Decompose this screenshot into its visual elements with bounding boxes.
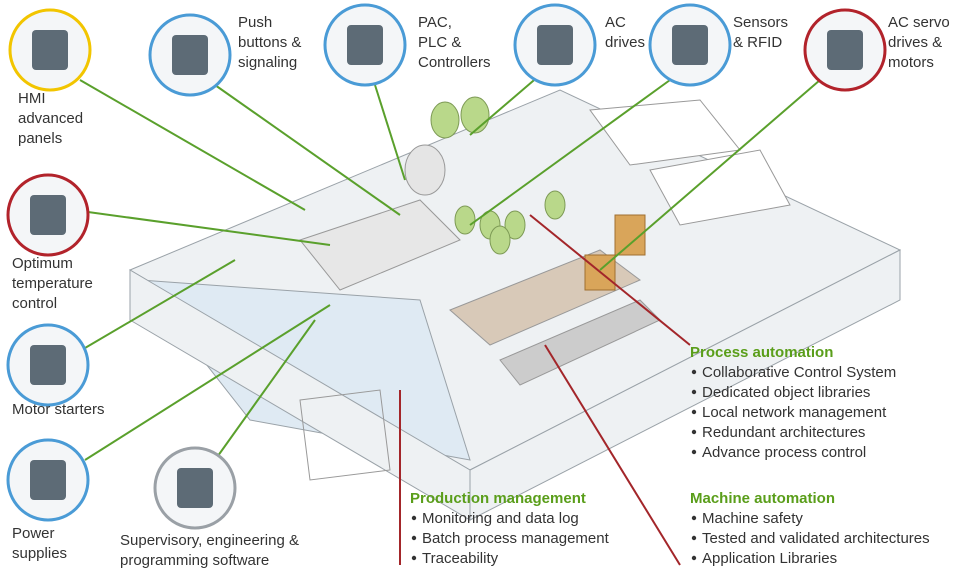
section-item: Monitoring and data log xyxy=(422,510,579,527)
bullet xyxy=(412,516,416,520)
node-icon xyxy=(177,468,213,508)
node-icon xyxy=(30,345,66,385)
node-icon xyxy=(827,30,863,70)
section-item: Collaborative Control System xyxy=(702,364,896,381)
section-item: Batch process management xyxy=(422,530,610,547)
bullet xyxy=(692,390,696,394)
node-label: Sensors xyxy=(733,14,788,31)
node-label: Motor starters xyxy=(12,401,105,418)
section-item: Traceability xyxy=(422,550,499,567)
section-item: Machine safety xyxy=(702,510,803,527)
node-label: PLC & xyxy=(418,34,461,51)
section-item: Local network management xyxy=(702,404,887,421)
node-label: HMI xyxy=(18,90,46,107)
bullet xyxy=(692,556,696,560)
bullet xyxy=(692,370,696,374)
section-item: Application Libraries xyxy=(702,550,837,567)
node-label: AC xyxy=(605,14,626,31)
section-title: Machine automation xyxy=(690,490,835,507)
bullet xyxy=(692,430,696,434)
node-label: buttons & xyxy=(238,34,301,51)
section-item: Advance process control xyxy=(702,444,866,461)
node-label: control xyxy=(12,295,57,312)
section-item: Dedicated object libraries xyxy=(702,384,870,401)
section-title: Production management xyxy=(410,490,586,507)
bullet xyxy=(692,536,696,540)
node-icon xyxy=(30,195,66,235)
node-icon xyxy=(32,30,68,70)
node-label: drives & xyxy=(888,34,942,51)
node-label: drives xyxy=(605,34,645,51)
node-icon xyxy=(672,25,708,65)
node-label: programming software xyxy=(120,552,269,569)
section-title: Process automation xyxy=(690,344,833,361)
bullet xyxy=(692,516,696,520)
node-icon xyxy=(30,460,66,500)
section-item: Redundant architectures xyxy=(702,424,865,441)
node-icon xyxy=(172,35,208,75)
node-label: Power xyxy=(12,525,55,542)
section-item: Tested and validated architectures xyxy=(702,530,930,547)
node-label: PAC, xyxy=(418,14,452,31)
node-label: Push xyxy=(238,14,272,31)
node-label: temperature xyxy=(12,275,93,292)
bullet xyxy=(692,410,696,414)
bullet xyxy=(692,450,696,454)
node-label: Optimum xyxy=(12,255,73,272)
bullet xyxy=(412,556,416,560)
node-label: AC servo xyxy=(888,14,950,31)
node-icon xyxy=(347,25,383,65)
node-label: & RFID xyxy=(733,34,782,51)
node-label: Controllers xyxy=(418,54,491,71)
node-label: supplies xyxy=(12,545,67,562)
bullet xyxy=(412,536,416,540)
node-label: panels xyxy=(18,130,62,147)
node-icon xyxy=(537,25,573,65)
node-label: advanced xyxy=(18,110,83,127)
node-label: motors xyxy=(888,54,934,71)
node-label: Supervisory, engineering & xyxy=(120,532,299,549)
diagram: HMI advanced panels Push buttons & signaling P… xyxy=(0,0,959,569)
node-label: signaling xyxy=(238,54,297,71)
